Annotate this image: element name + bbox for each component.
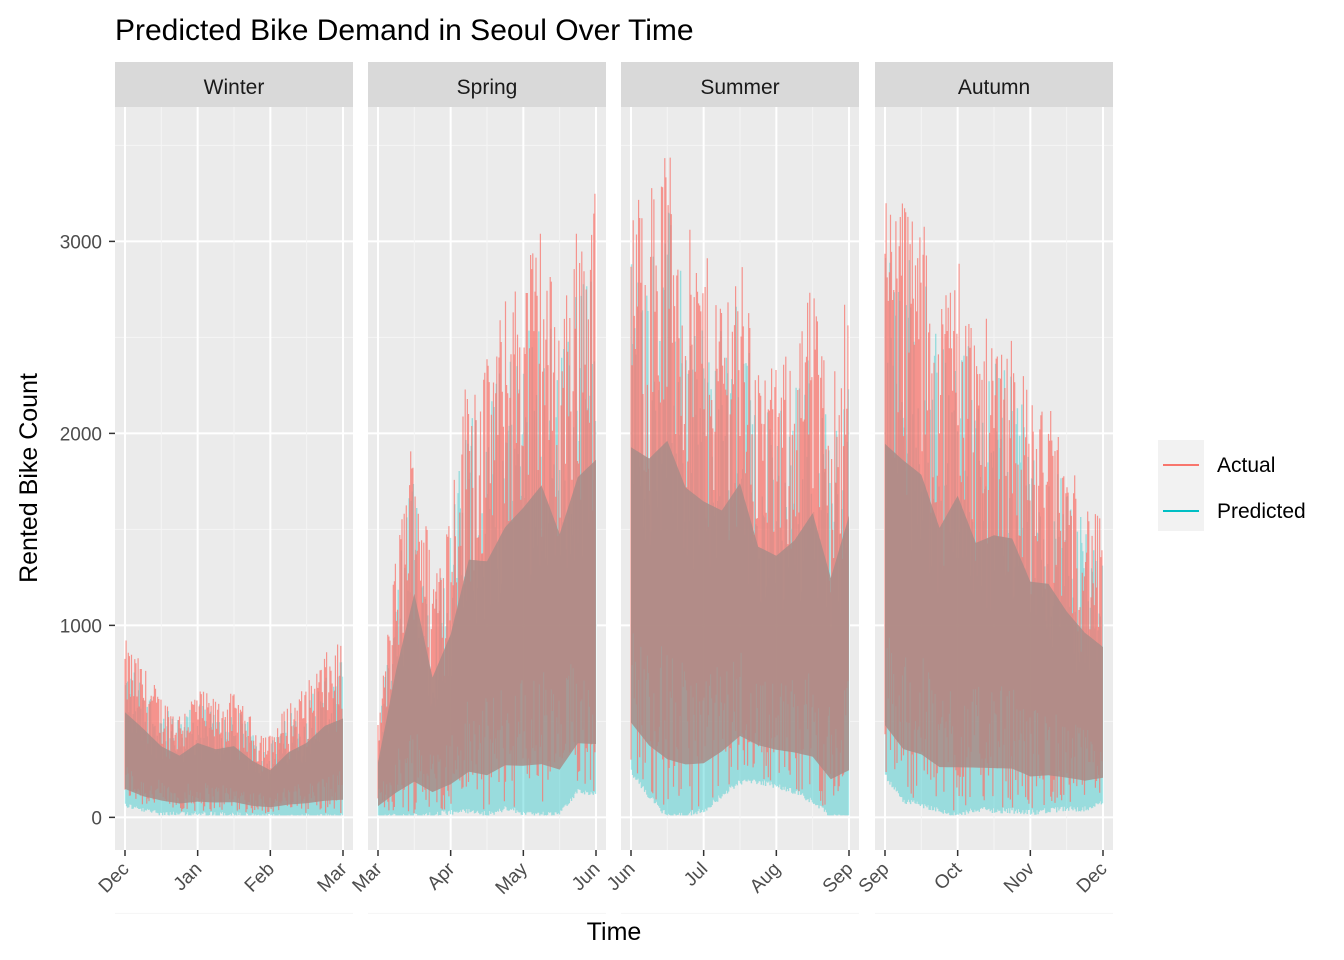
facet-strip (368, 62, 606, 107)
x-tick-label: Dec (95, 859, 134, 898)
x-tick-label: Oct (930, 858, 966, 894)
legend-label-predicted: Predicted (1217, 500, 1306, 523)
x-tick-label: Jun (603, 859, 640, 896)
x-tick-label: May (492, 858, 533, 899)
x-tick-label: Jan (170, 859, 207, 896)
facet-panel-winter: Winter Dec Jan Feb Mar (95, 62, 353, 914)
y-axis-title: Rented Bike Count (15, 373, 43, 583)
x-tick-label: Apr (423, 858, 459, 894)
chart-title: Predicted Bike Demand in Seoul Over Time (115, 14, 694, 47)
x-axis-title: Time (587, 918, 642, 946)
legend-key-background (1158, 440, 1204, 531)
facet-panel-autumn: Autumn Sep Oct Nov Dec (855, 62, 1113, 914)
x-tick-label: Mar (349, 858, 387, 896)
x-tick-label: Dec (1073, 859, 1112, 898)
x-tick-label: Sep (855, 859, 894, 898)
y-tick-label: 2000 (60, 424, 102, 445)
facet-strip-label: Winter (204, 76, 265, 99)
facet-strip-label: Spring (457, 76, 518, 99)
facet-panel-spring: Spring Mar Apr May Jun (349, 62, 606, 914)
x-tick-label: Aug (746, 859, 785, 898)
x-tick-label: Nov (1000, 858, 1039, 897)
facet-strip (115, 62, 353, 107)
facet-panel-summer: Summer Jun Jul Aug Sep (603, 62, 859, 914)
legend-label-actual: Actual (1217, 454, 1275, 477)
y-tick-label: 1000 (60, 616, 102, 637)
facet-strip (875, 62, 1113, 107)
series-overlap-band-autumn (885, 443, 1103, 781)
x-tick-label: Jun (568, 859, 605, 896)
x-tick-label: Sep (819, 859, 858, 898)
facet-strip-label: Autumn (958, 76, 1030, 99)
facet-strip-label: Summer (700, 76, 779, 99)
series-overlap-band-spring (378, 459, 596, 807)
y-tick-label: 3000 (60, 232, 102, 253)
x-tick-label: Mar (314, 858, 352, 896)
x-tick-label: Feb (241, 859, 279, 897)
series-overlap-band-summer (631, 440, 849, 780)
y-axis: 0 1000 2000 3000 (60, 232, 115, 829)
x-tick-label: Jul (680, 859, 712, 891)
facet-strip (621, 62, 859, 107)
legend: Actual Predicted (1158, 440, 1306, 531)
series-overlap-band-winter (125, 712, 343, 808)
y-tick-label: 0 (91, 808, 102, 829)
